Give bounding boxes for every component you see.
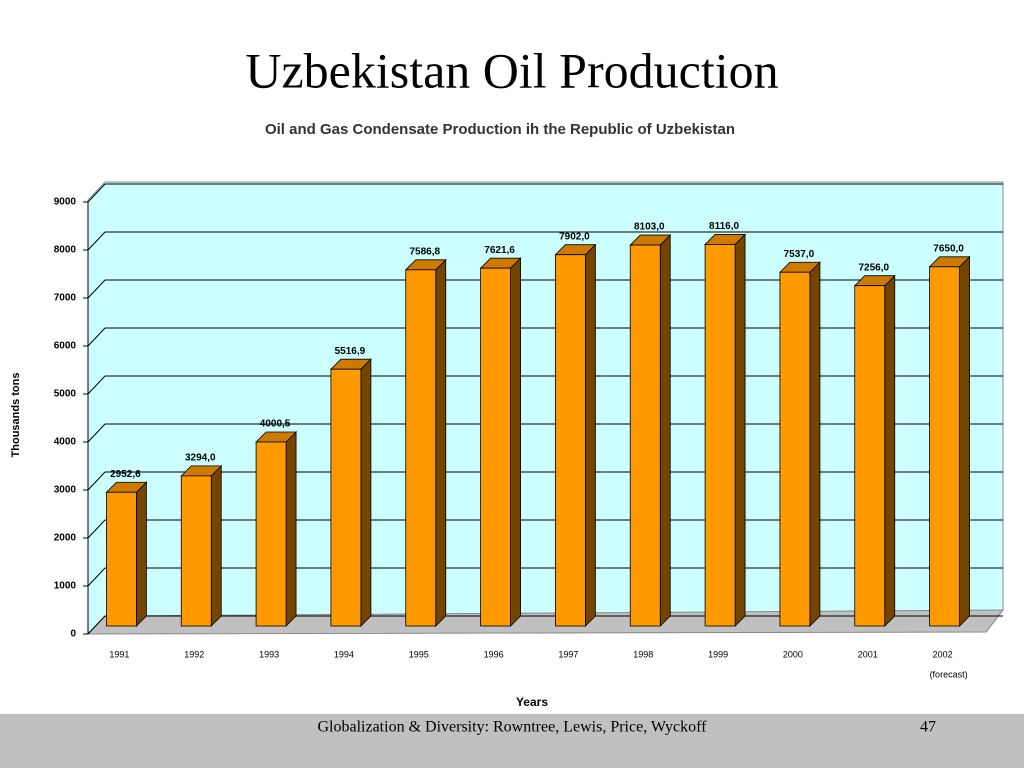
bar-side — [435, 258, 447, 627]
grid-line — [87, 471, 106, 491]
page-number: 47 — [920, 719, 936, 736]
data-label: 7256,0 — [858, 262, 889, 273]
x-tick-label: 1991 — [109, 649, 129, 659]
y-tick-label: 6000 — [54, 341, 77, 352]
y-tick-label: 1000 — [54, 581, 77, 592]
bar — [929, 266, 960, 627]
y-tick-label: 5000 — [54, 389, 77, 400]
chart-title: Oil and Gas Condensate Production ih the… — [265, 121, 735, 138]
bar — [704, 244, 736, 627]
bar-side — [734, 233, 746, 627]
x-tick-label: 2000 — [783, 649, 803, 659]
bar — [330, 368, 362, 627]
data-label: 7621,6 — [484, 245, 515, 256]
y-tick-label: 8000 — [54, 245, 77, 256]
bar — [106, 491, 137, 627]
bar — [255, 441, 287, 627]
bar — [405, 269, 437, 627]
footer-bar — [0, 714, 1024, 768]
x-tick-label: 2001 — [858, 649, 878, 659]
bar-side — [510, 257, 521, 627]
grid-line — [87, 183, 106, 203]
bar-side — [659, 234, 671, 627]
grid-line — [87, 231, 106, 251]
slide-title: Uzbekistan Oil Production — [245, 42, 778, 98]
y-tick-label: 7000 — [54, 293, 77, 304]
bar — [629, 244, 661, 627]
data-label: 7537,0 — [784, 249, 815, 260]
bar — [555, 254, 586, 627]
x-tick-label: 1992 — [184, 649, 204, 659]
grid-line — [87, 519, 106, 539]
y-axis-label: Thousands tons — [10, 373, 22, 458]
grid-line — [87, 279, 106, 299]
grid-line — [87, 423, 106, 443]
bar — [480, 267, 511, 627]
data-label: 4000,5 — [260, 419, 291, 430]
x-axis-label: Years — [516, 695, 548, 709]
bar-side — [809, 261, 821, 627]
y-tick-label: 4000 — [54, 437, 77, 448]
y-tick-label: 9000 — [54, 197, 77, 208]
bar-side — [210, 464, 222, 627]
bar — [779, 271, 811, 627]
x-tick-label: 1998 — [633, 649, 653, 659]
bar — [854, 285, 886, 627]
data-label: 5516,9 — [335, 346, 366, 357]
grid-line — [87, 567, 106, 587]
bar-side — [959, 255, 970, 627]
x-tick-label: 1994 — [334, 649, 354, 659]
bar — [180, 475, 212, 627]
y-tick-label: 0 — [70, 629, 76, 640]
grid-line — [87, 327, 106, 347]
data-label: 7650,0 — [933, 243, 964, 254]
x-tick-label: 1997 — [558, 649, 578, 659]
grid-line — [87, 375, 106, 395]
category-note: (forecast) — [930, 669, 968, 679]
y-tick-label: 2000 — [54, 533, 77, 544]
bar-side — [285, 431, 297, 627]
data-label: 3294,0 — [185, 453, 216, 464]
x-tick-label: 1996 — [484, 649, 504, 659]
x-tick-label: 1993 — [259, 649, 279, 659]
data-label: 8103,0 — [634, 222, 665, 233]
x-tick-label: 1999 — [708, 649, 728, 659]
x-tick-label: 1995 — [409, 649, 429, 659]
grid-line — [87, 615, 106, 635]
y-tick-label: 3000 — [54, 485, 77, 496]
bar-side — [884, 274, 896, 627]
data-label: 7902,0 — [559, 231, 590, 242]
data-label: 8116,0 — [709, 221, 739, 232]
data-label: 2952,6 — [110, 469, 141, 480]
footer-text: Globalization & Diversity: Rowntree, Lew… — [317, 719, 707, 736]
bar-side — [136, 481, 147, 627]
x-tick-label: 2002 — [933, 649, 953, 659]
bar-side — [360, 358, 372, 627]
data-label: 7586,8 — [409, 246, 440, 257]
bar-side — [585, 243, 596, 627]
